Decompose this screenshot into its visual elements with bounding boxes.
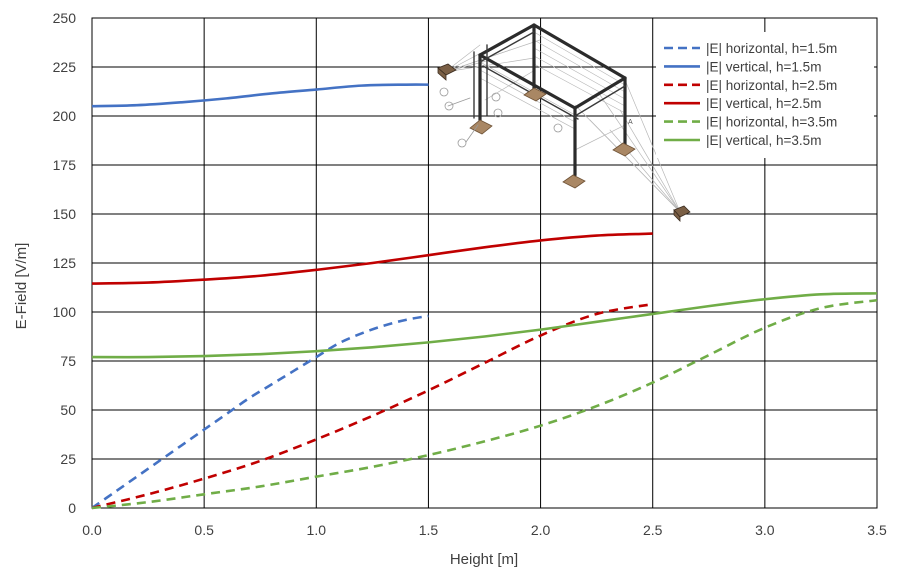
legend-background [656, 32, 874, 158]
y-tick-label: 25 [60, 451, 76, 467]
series-lines [91, 83, 878, 510]
plot-border [91, 17, 878, 509]
legend-entry: |E| vertical, h=2.5m [706, 96, 821, 111]
svg-text:A: A [628, 119, 633, 126]
y-tick-label: 150 [53, 206, 77, 222]
y-tick-labels: 0 25 50 75 100 125 150 175 200 225 250 [53, 10, 77, 516]
x-tick-label: 1.5 [419, 522, 439, 538]
y-tick-label: 200 [53, 108, 77, 124]
y-tick-label: 50 [60, 402, 76, 418]
y-tick-label: 250 [53, 10, 77, 26]
y-axis-title: E-Field [V/m] [13, 243, 30, 330]
y-tick-label: 225 [53, 59, 77, 75]
series-line-2 [91, 83, 429, 108]
series-line-1 [91, 314, 429, 510]
legend-entry: |E| vertical, h=1.5m [706, 59, 821, 74]
x-tick-label: 2.5 [643, 522, 663, 538]
legend: |E| horizontal, h=1.5m |E| vertical, h=1.… [656, 32, 874, 158]
x-tick-label: 2.0 [531, 522, 551, 538]
legend-entry: |E| vertical, h=3.5m [706, 133, 821, 148]
x-tick-label: 1.0 [307, 522, 327, 538]
structure-sketch-image: A [437, 23, 691, 222]
x-tick-label: 3.5 [867, 522, 887, 538]
y-tick-label: 175 [53, 157, 77, 173]
plot-area-frame [91, 17, 878, 509]
series-line-3 [91, 302, 653, 510]
legend-entry: |E| horizontal, h=1.5m [706, 41, 837, 56]
legend-entry: |E| horizontal, h=2.5m [706, 78, 837, 93]
y-tick-label: 75 [60, 353, 76, 369]
x-tick-labels: 0.0 0.5 1.0 1.5 2.0 2.5 3.0 3.5 [82, 522, 887, 538]
x-axis-title: Height [m] [450, 551, 518, 568]
x-tick-label: 0.5 [194, 522, 214, 538]
y-tick-label: 0 [68, 500, 76, 516]
y-tick-label: 125 [53, 255, 77, 271]
x-tick-label: 3.0 [755, 522, 775, 538]
x-tick-label: 0.0 [82, 522, 102, 538]
y-tick-label: 100 [53, 304, 77, 320]
series-line-4 [91, 232, 653, 285]
series-line-5 [91, 298, 878, 510]
series-line-6 [91, 292, 878, 359]
legend-entry: |E| horizontal, h=3.5m [706, 115, 837, 130]
